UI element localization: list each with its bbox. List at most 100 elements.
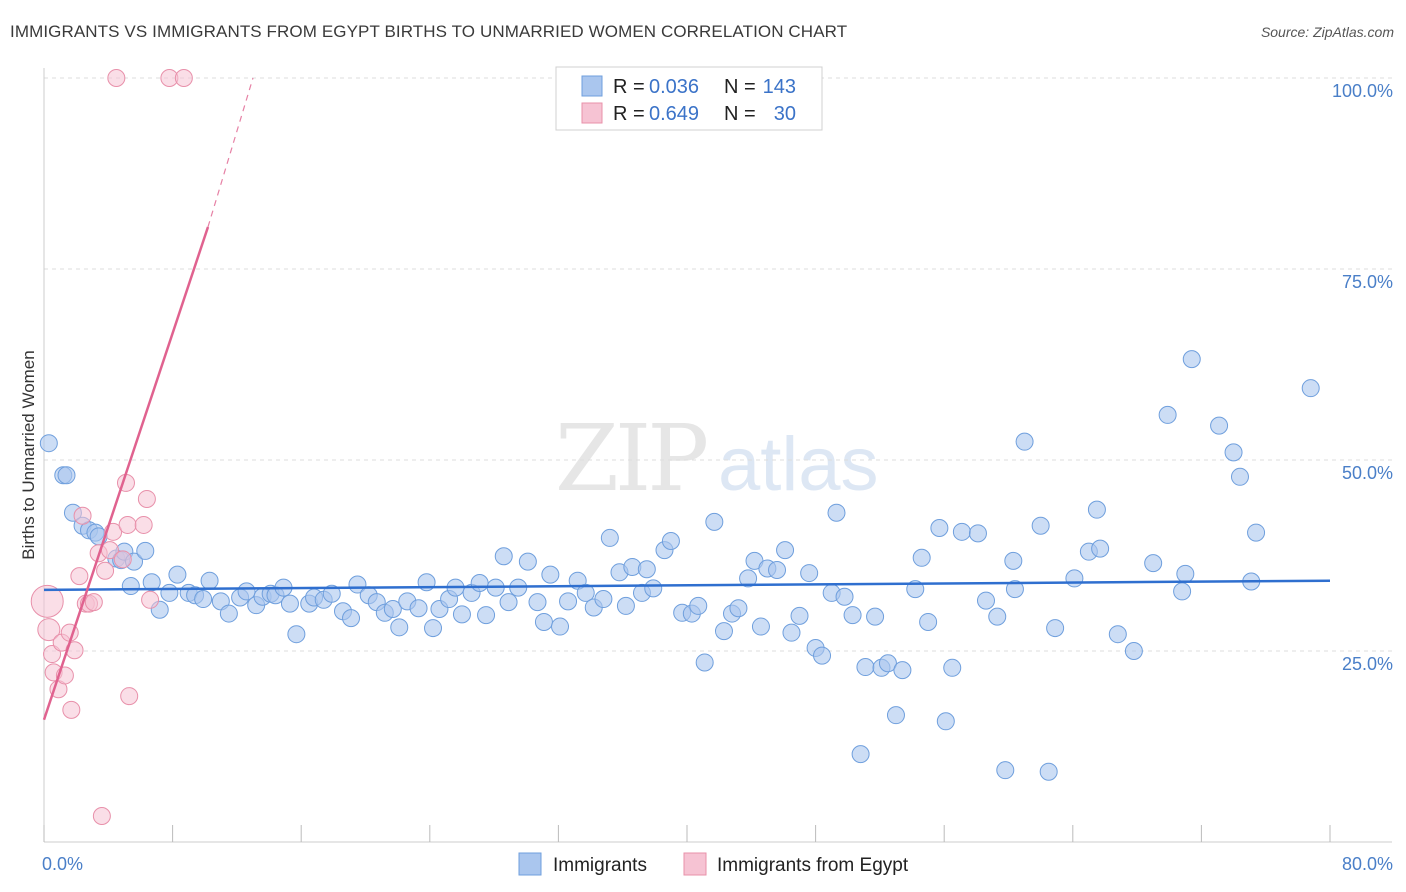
immigrants-point [729, 599, 748, 618]
legend-r-value-1: 0.036 [649, 76, 699, 98]
immigrants-point [1182, 350, 1201, 369]
y-tick-label-25: 25.0% [1342, 654, 1393, 674]
immigrants-point [800, 564, 819, 583]
immigrants-point [1124, 642, 1143, 660]
immigrants-point [424, 619, 443, 638]
immigrants-point [878, 654, 897, 673]
series-immigrants-points [39, 350, 1320, 781]
immigrants-point [827, 503, 846, 522]
immigrants-point [1065, 569, 1084, 588]
immigrants-point [287, 625, 306, 644]
immigrants-point [1247, 523, 1266, 542]
legend-swatch-egypt [581, 102, 603, 124]
immigrants-point [559, 592, 578, 611]
immigrants-point [1158, 405, 1177, 424]
bottom-legend-swatch-immigrants [518, 852, 542, 876]
immigrants-point [280, 594, 299, 613]
immigrants-point [1144, 554, 1163, 573]
immigrants-point [952, 522, 971, 541]
legend-r-label-2: R = [613, 103, 645, 125]
immigrants-point [695, 653, 714, 672]
immigrants-point [1005, 580, 1024, 599]
immigrants-point [200, 571, 219, 590]
egypt-point [134, 515, 153, 534]
immigrants-point [168, 565, 187, 584]
immigrants-point [219, 604, 238, 623]
immigrants-point [494, 547, 513, 566]
immigrants-point [499, 593, 518, 612]
watermark: ZIP atlas [555, 405, 879, 512]
y-tick-label-75: 75.0% [1342, 272, 1393, 292]
immigrants-point [705, 512, 724, 531]
immigrants-point [390, 618, 409, 637]
immigrants-point [782, 623, 801, 642]
immigrants-point [470, 574, 489, 593]
immigrants-point [1210, 416, 1229, 435]
immigrants-point [142, 573, 161, 592]
immigrants-point [1173, 582, 1192, 601]
legend-box: R = 0.036 N = 143 R = 0.649 N = 30 [555, 66, 823, 131]
immigrants-point [1108, 625, 1127, 644]
egypt-point [70, 567, 89, 586]
immigrants-point [1015, 432, 1034, 451]
immigrants-point [57, 466, 76, 485]
immigrants-point [534, 612, 553, 631]
y-axis-label: Births to Unmarried Women [19, 350, 38, 559]
x-tick-label-max: 80.0% [1342, 854, 1393, 874]
immigrants-point [790, 606, 809, 625]
immigrants-point [866, 607, 885, 626]
immigrants-point [1176, 564, 1195, 583]
bottom-legend-immigrants: Immigrants [553, 855, 647, 876]
legend-r-value-2: 0.649 [649, 103, 699, 125]
egypt-trend-line [42, 226, 210, 721]
y-tick-label-50: 50.0% [1342, 463, 1393, 483]
immigrants-point [383, 599, 402, 618]
immigrants-point [912, 548, 931, 567]
immigrants-point [1091, 539, 1110, 558]
immigrants-point [160, 583, 179, 602]
immigrants-point [976, 591, 995, 610]
bottom-legend: Immigrants Immigrants from Egypt [518, 852, 909, 876]
legend-swatch-immigrants [581, 75, 603, 97]
immigrants-point [886, 706, 905, 725]
immigrants-point [1230, 467, 1249, 486]
immigrants-point [893, 661, 912, 680]
egypt-point [96, 561, 115, 580]
immigrants-point [644, 579, 663, 598]
watermark-atlas: atlas [718, 422, 879, 507]
immigrants-point [661, 531, 680, 550]
immigrants-point [843, 606, 862, 625]
egypt-point [43, 645, 62, 664]
immigrants-point [1031, 516, 1050, 535]
immigrants-point [988, 607, 1007, 626]
immigrants-point [194, 590, 213, 609]
immigrants-point [996, 761, 1015, 780]
immigrants-point [342, 609, 361, 628]
egypt-point [174, 69, 193, 87]
grid [44, 77, 1392, 652]
immigrants-point [1301, 379, 1320, 398]
immigrants-point [594, 590, 613, 609]
egypt-point [92, 807, 111, 826]
egypt-point [62, 700, 81, 719]
immigrants-point [477, 606, 496, 625]
immigrants-point [1087, 500, 1106, 519]
x-ticks [43, 825, 1331, 842]
legend-n-value-2: 30 [774, 103, 796, 125]
immigrants-point [1224, 443, 1243, 462]
egypt-point [37, 618, 61, 642]
immigrants-point [409, 599, 428, 618]
bottom-legend-egypt: Immigrants from Egypt [717, 855, 909, 876]
immigrants-point [528, 593, 547, 612]
egypt-point [73, 506, 92, 525]
legend-r-label-1: R = [613, 76, 645, 98]
immigrants-point [930, 518, 949, 537]
immigrants-point [1004, 551, 1023, 570]
immigrants-point [452, 605, 471, 624]
axes [43, 68, 1392, 843]
watermark-zip: ZIP [555, 405, 706, 512]
egypt-point [120, 687, 139, 706]
x-tick-label-min: 0.0% [42, 854, 83, 874]
series-egypt-points [30, 69, 193, 826]
immigrants-point [1039, 762, 1058, 781]
